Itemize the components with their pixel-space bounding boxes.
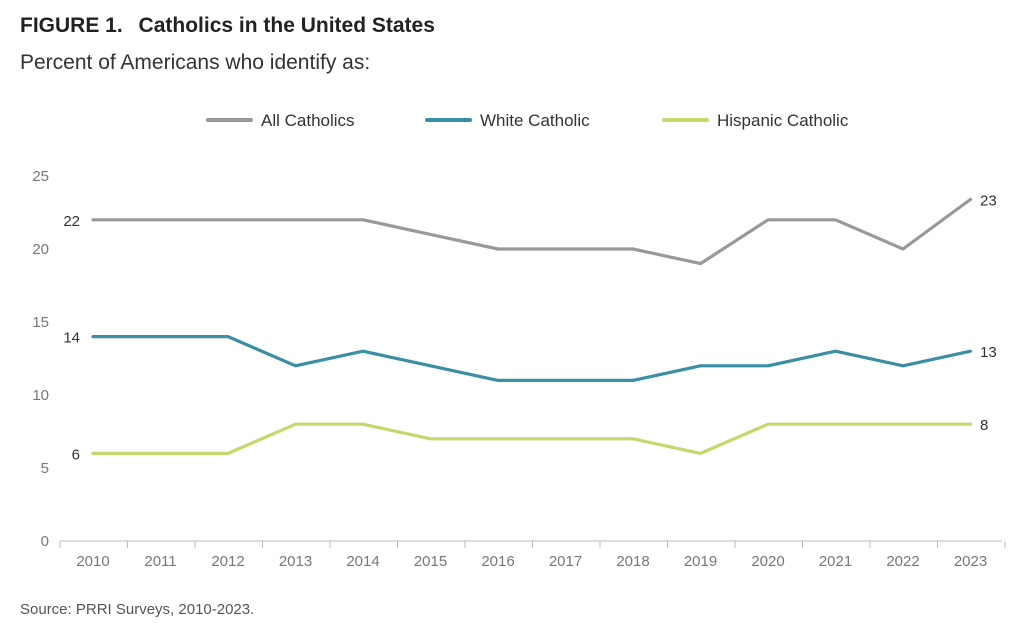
x-tick-label-2021: 2021 xyxy=(819,553,852,570)
start-label-all-catholics: 22 xyxy=(63,213,80,230)
y-tick-label-20: 20 xyxy=(32,241,49,258)
x-tick-label-2020: 2020 xyxy=(751,553,784,570)
x-tick-label-2010: 2010 xyxy=(76,553,109,570)
legend-label-hispanic-catholic: Hispanic Catholic xyxy=(717,111,849,130)
x-tick-label-2022: 2022 xyxy=(886,553,919,570)
chart-title-block: FIGURE 1. Catholics in the United States xyxy=(20,14,435,38)
chart-subtitle: Percent of Americans who identify as: xyxy=(20,51,371,74)
x-tick-label-2011: 2011 xyxy=(144,553,176,570)
x-tick-label-2016: 2016 xyxy=(481,553,514,570)
series-line-hispanic-catholic xyxy=(91,422,973,455)
series-line-white-catholic xyxy=(91,335,973,382)
source-note: Source: PRRI Surveys, 2010-2023. xyxy=(20,601,255,618)
x-tick-label-2023: 2023 xyxy=(954,553,987,570)
x-tick-label-2017: 2017 xyxy=(549,553,582,570)
x-tick-label-2014: 2014 xyxy=(346,553,379,570)
y-tick-label-25: 25 xyxy=(32,168,49,185)
start-label-hispanic-catholic: 6 xyxy=(72,446,80,463)
series-line-all-catholics xyxy=(91,197,973,266)
y-tick-label-0: 0 xyxy=(41,533,49,550)
end-label-all-catholics: 23 xyxy=(980,192,997,209)
x-tick-label-2018: 2018 xyxy=(616,553,649,570)
figure-label: FIGURE 1. xyxy=(20,14,123,37)
legend-label-white-catholic: White Catholic xyxy=(480,111,590,130)
legend-label-all-catholics: All Catholics xyxy=(261,111,355,130)
start-label-white-catholic: 14 xyxy=(63,330,80,347)
end-label-white-catholic: 13 xyxy=(980,344,997,361)
x-tick-label-2013: 2013 xyxy=(279,553,312,570)
y-tick-label-5: 5 xyxy=(41,460,49,477)
end-label-hispanic-catholic: 8 xyxy=(980,417,988,434)
x-tick-label-2012: 2012 xyxy=(211,553,244,570)
y-tick-label-15: 15 xyxy=(32,314,49,331)
x-tick-label-2019: 2019 xyxy=(684,553,717,570)
chart-title: Catholics in the United States xyxy=(138,14,435,37)
y-tick-label-10: 10 xyxy=(32,387,49,404)
x-tick-label-2015: 2015 xyxy=(414,553,447,570)
